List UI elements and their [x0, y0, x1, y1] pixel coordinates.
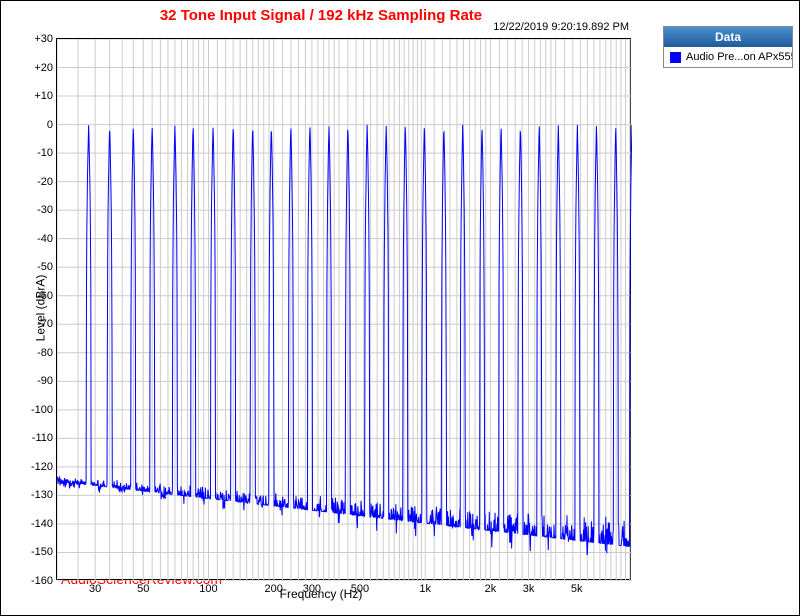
y-tick-label: -120: [31, 461, 53, 473]
x-tick-label: 2k: [485, 583, 497, 595]
x-tick-label: 100: [199, 583, 217, 595]
y-tick-label: -160: [31, 575, 53, 587]
legend: Data Audio Pre...on APx555: [663, 26, 793, 68]
y-tick-label: -90: [37, 375, 53, 387]
y-tick-label: -80: [37, 347, 53, 359]
x-tick-label: 50: [137, 583, 149, 595]
legend-label: Audio Pre...on APx555: [686, 51, 792, 63]
x-tick-label: 5k: [571, 583, 583, 595]
chart-container: 32 Tone Input Signal / 192 kHz Sampling …: [0, 0, 800, 616]
y-tick-label: -30: [37, 204, 53, 216]
legend-swatch: [670, 52, 681, 63]
y-tick-label: -100: [31, 404, 53, 416]
y-tick-label: -20: [37, 176, 53, 188]
x-tick-label: 200: [265, 583, 283, 595]
y-tick-label: -50: [37, 261, 53, 273]
plot-area: +30+20+100-10-20-30-40-50-60-70-80-90-10…: [56, 38, 631, 580]
x-tick-label: 300: [303, 583, 321, 595]
y-tick-label: -70: [37, 318, 53, 330]
timestamp: 12/22/2019 9:20:19.892 PM: [493, 21, 629, 33]
legend-header: Data: [664, 27, 792, 47]
y-tick-label: -40: [37, 233, 53, 245]
y-tick-label: +20: [34, 62, 53, 74]
x-tick-label: 30: [89, 583, 101, 595]
y-tick-label: -140: [31, 518, 53, 530]
plot-svg: [57, 39, 632, 581]
y-tick-label: -60: [37, 290, 53, 302]
y-tick-label: -110: [32, 432, 53, 444]
y-tick-label: -10: [37, 147, 53, 159]
x-tick-label: 1k: [419, 583, 431, 595]
y-tick-label: +30: [34, 33, 53, 45]
y-tick-label: -150: [31, 546, 53, 558]
y-tick-label: -130: [31, 489, 53, 501]
legend-item: Audio Pre...on APx555: [664, 47, 792, 67]
x-tick-label: 500: [351, 583, 369, 595]
y-tick-label: +10: [34, 90, 53, 102]
y-axis-label: Level (dBrA): [33, 275, 47, 342]
y-tick-label: 0: [47, 119, 53, 131]
x-tick-label: 3k: [523, 583, 535, 595]
